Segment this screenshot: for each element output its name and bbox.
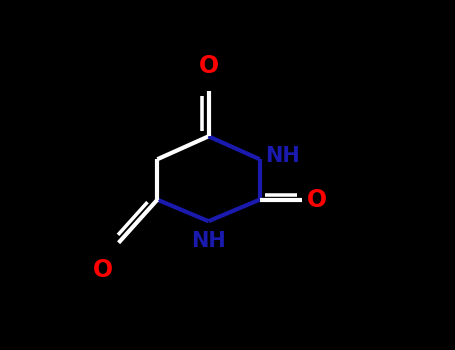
- Text: NH: NH: [191, 231, 226, 251]
- Text: NH: NH: [265, 146, 300, 166]
- Text: O: O: [93, 258, 113, 282]
- Text: O: O: [198, 54, 218, 78]
- Text: O: O: [307, 188, 327, 212]
